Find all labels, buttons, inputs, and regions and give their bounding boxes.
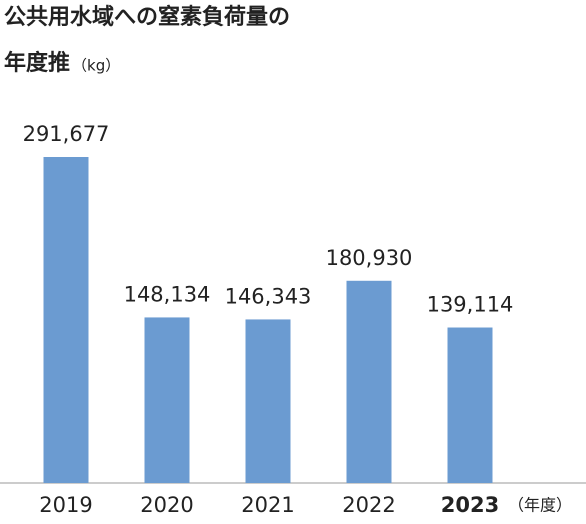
bar [43,157,89,483]
value-label: 180,930 [326,246,413,270]
value-label: 148,134 [124,282,211,306]
value-label: 291,677 [23,122,110,146]
chart-title-line: 公共用水域への窒素負荷量の [4,4,290,30]
bar [245,319,291,483]
value-label: 146,343 [225,284,312,308]
value-label: 139,114 [427,293,514,317]
bar [346,280,392,483]
x-axis-label: （年度） [508,496,572,515]
x-tick-label: 2021 [241,493,294,517]
x-tick-label: 2020 [140,493,193,517]
bar [447,327,493,483]
x-tick-label: 2023 [441,493,499,517]
unit-label: （kg） [72,57,120,75]
chart-title-line: 年度推 [4,50,70,76]
x-tick-label: 2019 [39,493,92,517]
x-tick-label: 2022 [342,493,395,517]
bar [144,317,190,483]
